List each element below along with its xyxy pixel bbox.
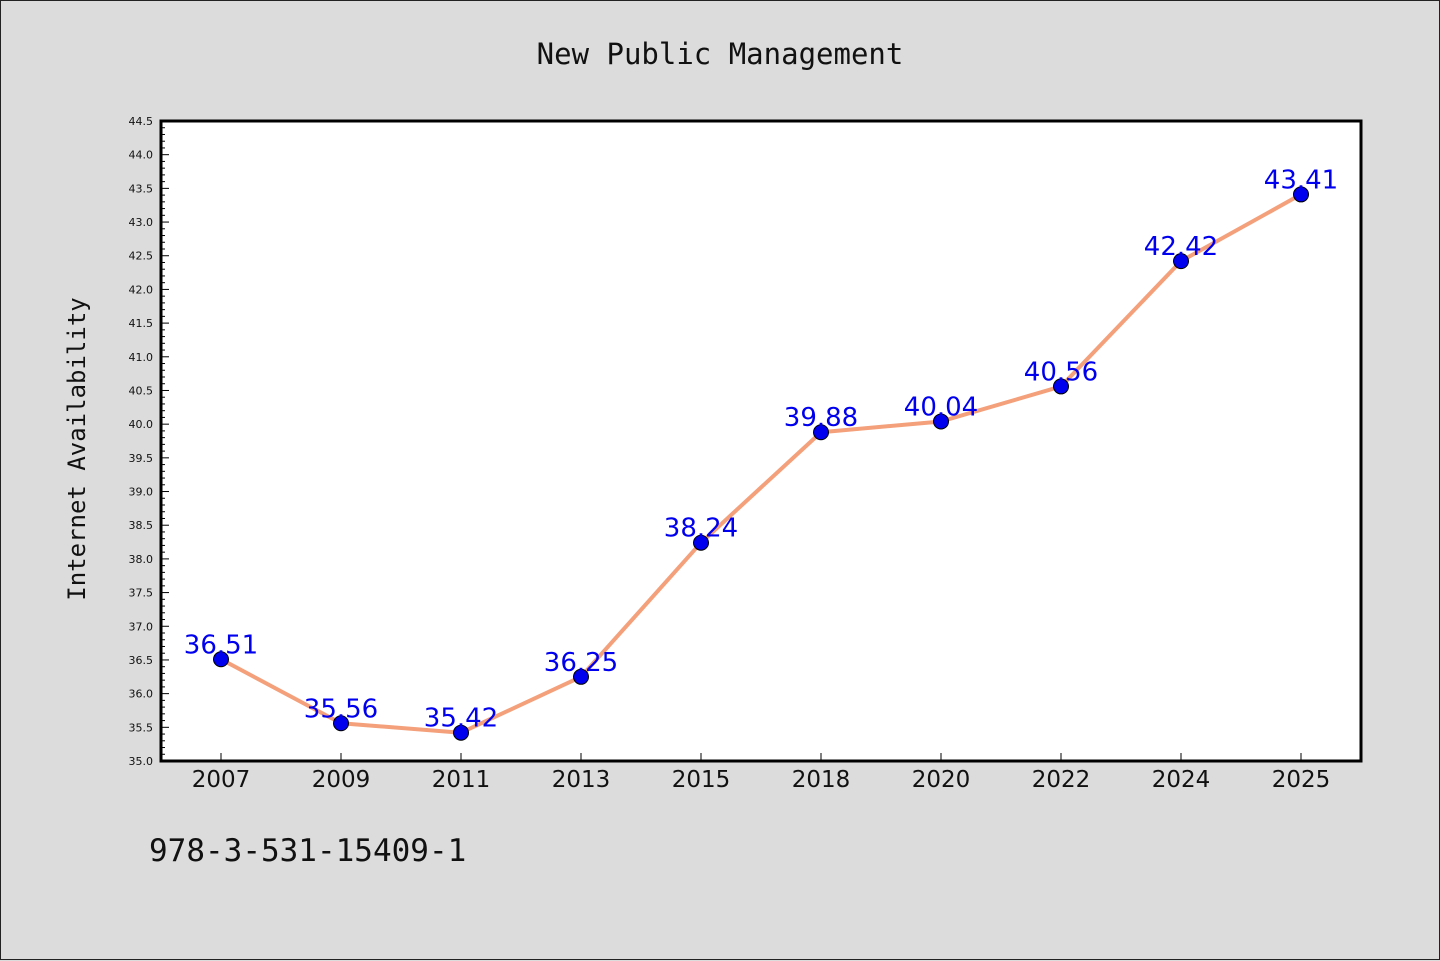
y-tick-label: 36.0 <box>129 688 154 701</box>
y-tick-label: 39.5 <box>129 452 154 465</box>
y-tick-label: 37.0 <box>129 620 154 633</box>
x-tick-label: 2013 <box>552 767 611 793</box>
plot-area <box>159 119 1363 763</box>
x-tick-label: 2015 <box>672 767 731 793</box>
y-tick-label: 38.0 <box>129 553 154 566</box>
data-point-marker <box>813 424 829 441</box>
y-tick-label: 42.5 <box>129 250 154 263</box>
y-tick-label: 37.5 <box>129 587 154 600</box>
series-line <box>220 192 1302 735</box>
x-tick-label: 2007 <box>192 767 251 793</box>
data-label: 42.42 <box>1144 232 1218 262</box>
y-axis-ticks: 35.0 35.5 36.0 36.5 37.0 37.5 38.0 38.5 39.0 39.5… <box>129 115 169 768</box>
x-tick-label: 2011 <box>432 767 491 793</box>
data-point-marker <box>1293 186 1309 203</box>
x-tick-label: 2022 <box>1032 767 1091 793</box>
data-labels: 36.51 35.56 35.42 36.25 38.24 39.88 40.04 40.56… <box>184 165 1338 733</box>
y-tick-label: 44.0 <box>129 149 154 162</box>
data-label: 43.41 <box>1264 165 1338 195</box>
y-tick-label: 40.5 <box>129 384 154 397</box>
data-label: 40.04 <box>904 392 978 422</box>
y-tick-label: 43.5 <box>129 182 154 195</box>
data-point-marker <box>1053 378 1069 395</box>
data-point-marker <box>453 724 469 741</box>
y-tick-label: 35.0 <box>129 755 154 768</box>
series-markers <box>213 186 1309 741</box>
x-tick-label: 2009 <box>312 767 371 793</box>
y-tick-label: 43.0 <box>129 216 154 229</box>
data-point-marker <box>213 651 229 668</box>
x-axis-ticks: 2007 2009 2011 2013 2015 2018 2020 2022 2024 2025 <box>192 753 1331 793</box>
y-tick-label: 40.0 <box>129 418 154 431</box>
data-label: 36.51 <box>184 630 258 660</box>
data-label: 39.88 <box>784 403 858 433</box>
x-tick-label: 2025 <box>1272 767 1331 793</box>
x-tick-label: 2018 <box>792 767 851 793</box>
y-tick-label: 36.5 <box>129 654 154 667</box>
y-tick-label: 41.0 <box>129 351 154 364</box>
y-tick-label: 35.5 <box>129 721 154 734</box>
data-point-marker <box>573 668 589 685</box>
y-tick-label: 41.5 <box>129 317 154 330</box>
series-line-group <box>220 192 1302 735</box>
y-tick-label: 44.5 <box>129 115 154 128</box>
x-tick-label: 2024 <box>1152 767 1211 793</box>
data-label: 38.24 <box>664 514 738 544</box>
y-tick-label: 38.5 <box>129 519 154 532</box>
data-point-marker <box>693 534 709 551</box>
data-label: 35.56 <box>304 694 378 724</box>
data-label: 36.25 <box>544 648 618 678</box>
data-label: 40.56 <box>1024 357 1098 387</box>
data-point-marker <box>933 413 949 430</box>
chart-title: New Public Management <box>537 37 904 71</box>
data-point-marker <box>333 715 349 732</box>
y-tick-label: 42.0 <box>129 283 154 296</box>
x-tick-label: 2020 <box>912 767 971 793</box>
footer-code: 978-3-531-15409-1 <box>149 833 467 869</box>
data-label: 35.42 <box>424 704 498 734</box>
data-point-marker <box>1173 253 1189 270</box>
y-axis-label: Internet Availability <box>63 297 91 600</box>
y-tick-label: 39.0 <box>129 486 154 499</box>
